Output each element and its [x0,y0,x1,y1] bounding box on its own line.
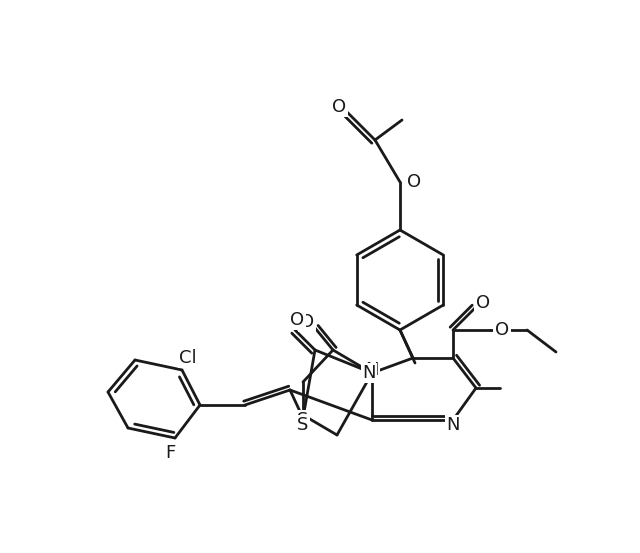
Text: O: O [300,313,314,331]
Text: F: F [165,444,175,462]
Text: O: O [476,294,490,312]
Text: O: O [407,173,421,191]
Text: N: N [446,416,460,434]
Text: S: S [298,416,308,434]
Text: N: N [365,361,379,379]
Text: O: O [332,98,346,116]
Text: O: O [290,311,304,329]
Text: N: N [362,364,376,382]
Text: O: O [495,321,509,339]
Text: S: S [298,411,308,429]
Text: Cl: Cl [179,349,197,367]
